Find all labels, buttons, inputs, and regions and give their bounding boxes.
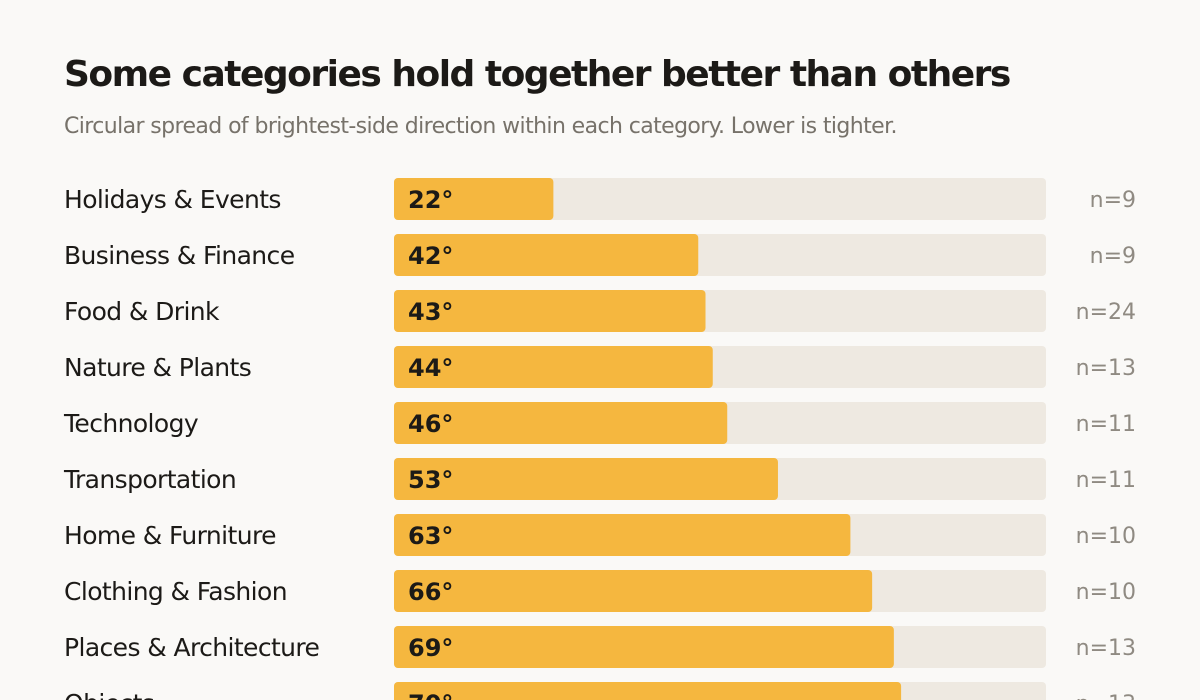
bar: [394, 234, 699, 276]
count-label: n=11: [1076, 412, 1136, 437]
bar: [394, 402, 728, 444]
category-label: Places & Architecture: [64, 633, 320, 662]
value-label: 42°: [408, 242, 453, 270]
bar-row: Technology 46° n=11: [63, 402, 1136, 444]
category-label: Home & Furniture: [64, 521, 276, 550]
value-label: 69°: [408, 634, 453, 662]
value-label: 53°: [408, 466, 453, 494]
bar: [394, 570, 873, 612]
count-label: n=11: [1076, 468, 1136, 493]
bar-row: Food & Drink 43° n=24: [64, 290, 1136, 332]
bar: [394, 290, 706, 332]
bar-row: Holidays & Events 22° n=9: [64, 178, 1136, 220]
bar-row: Transportation 53° n=11: [63, 458, 1136, 500]
bar: [394, 178, 554, 220]
value-label: 63°: [408, 522, 453, 550]
bar: [394, 514, 851, 556]
bar: [394, 458, 778, 500]
category-label: Holidays & Events: [64, 185, 281, 214]
bar-track: [394, 178, 1046, 220]
value-label: 46°: [408, 410, 453, 438]
category-label: Food & Drink: [64, 297, 220, 326]
count-label: n=13: [1076, 636, 1136, 661]
bar-row: Clothing & Fashion 66° n=10: [64, 570, 1136, 612]
bar-row: Places & Architecture 69° n=13: [64, 626, 1136, 668]
category-label: Nature & Plants: [64, 353, 251, 382]
category-label: Technology: [63, 409, 199, 438]
bar-row: Nature & Plants 44° n=13: [64, 346, 1136, 388]
count-label: n=13: [1076, 692, 1136, 700]
value-label: 22°: [408, 186, 453, 214]
bar: [394, 626, 894, 668]
category-label: Objects: [64, 689, 154, 700]
bar: [394, 346, 713, 388]
value-label: 70°: [408, 690, 453, 700]
value-label: 43°: [408, 298, 453, 326]
bar: [394, 682, 902, 700]
bar-row: Home & Furniture 63° n=10: [64, 514, 1136, 556]
count-label: n=9: [1090, 244, 1136, 269]
category-label: Transportation: [63, 465, 236, 494]
count-label: n=9: [1090, 188, 1136, 213]
count-label: n=10: [1076, 580, 1136, 605]
chart-title: Some categories hold together better tha…: [64, 54, 1011, 95]
value-label: 66°: [408, 578, 453, 606]
count-label: n=24: [1076, 300, 1136, 325]
bar-row: Objects 70° n=13: [64, 682, 1136, 700]
count-label: n=10: [1076, 524, 1136, 549]
category-label: Business & Finance: [64, 241, 295, 270]
category-label: Clothing & Fashion: [64, 577, 287, 606]
value-label: 44°: [408, 354, 453, 382]
bar-row: Business & Finance 42° n=9: [64, 234, 1136, 276]
count-label: n=13: [1076, 356, 1136, 381]
chart-subtitle: Circular spread of brightest-side direct…: [64, 114, 898, 139]
